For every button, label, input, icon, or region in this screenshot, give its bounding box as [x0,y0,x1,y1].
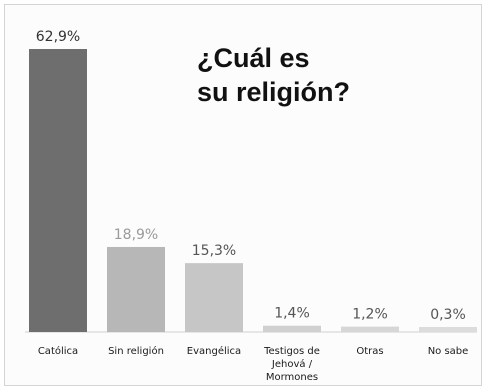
bar-chart: 62,9% 18,9% 15,3% 1,4% 1,2% 0,3% Católica Sin … [25,29,477,383]
value-label-6: 0,3% [430,307,466,323]
category-label-1: Católica [38,345,78,357]
category-label-5: Otras [356,346,383,357]
value-label-2: 18,9% [114,227,158,243]
bar-6 [419,327,477,332]
value-label-5: 1,2% [352,307,388,323]
value-label-4: 1,4% [274,306,310,322]
bar-3 [185,263,243,332]
bar-2 [107,246,165,332]
chart-title: ¿Cuál es su religión? [197,43,351,107]
category-label-3: Evangélica [187,345,241,357]
bar-5 [341,326,399,332]
value-label-1: 62,9% [36,29,80,45]
category-label-2: Sin religión [108,345,164,357]
bar-1 [29,49,87,332]
bar-4 [263,325,321,332]
value-label-3: 15,3% [192,243,236,259]
category-label-4: Testigos de Jehová / Mormones [263,346,320,383]
category-label-6: No sabe [428,346,469,357]
chart-frame: 62,9% 18,9% 15,3% 1,4% 1,2% 0,3% Católica Sin … [4,4,482,386]
